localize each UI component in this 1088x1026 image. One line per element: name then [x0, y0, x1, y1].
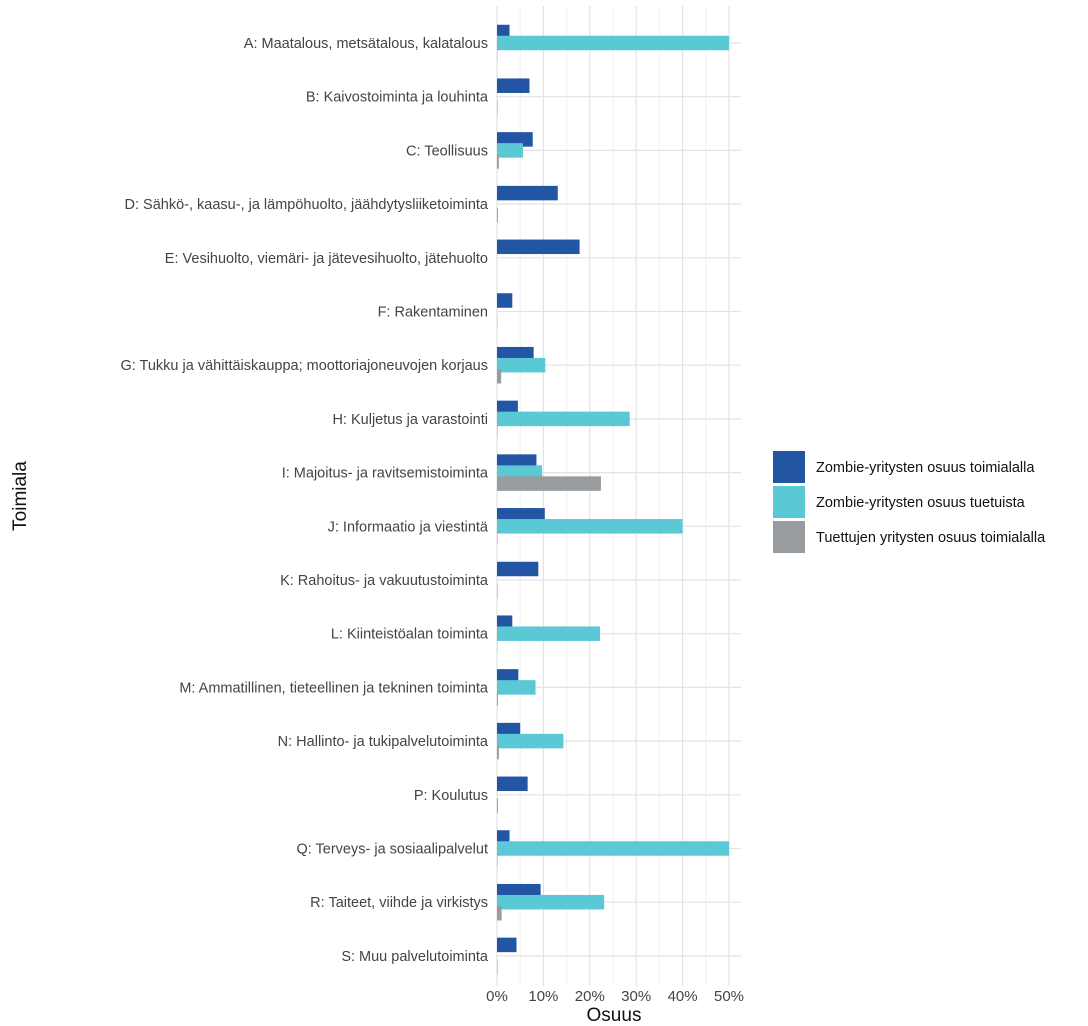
- bar-2: N: Hallinto- ja tukipalvelutoiminta — Zo…: [497, 733, 564, 749]
- x-tick-label: 50%: [714, 988, 744, 1005]
- category-label: R: Taiteet, viihde ja virkistys: [310, 895, 488, 911]
- bar-1: B: Kaivostoiminta ja louhinta — Zombie-y…: [497, 78, 530, 93]
- bar-1: N: Hallinto- ja tukipalvelutoiminta — Zo…: [497, 722, 521, 738]
- bar-2: J: Informaatio ja viestintä — Zombie-yri…: [497, 519, 683, 534]
- bar-1: C: Teollisuus — Zombie-yritysten osuus t…: [497, 132, 533, 147]
- bar-1: H: Kuljetus ja varastointi — Zombie-yrit…: [497, 400, 518, 416]
- bar-2: M: Ammatillinen, tieteellinen ja teknine…: [497, 680, 536, 695]
- category-label: D: Sähkö-, kaasu-, ja lämpöhuolto, jäähd…: [125, 197, 489, 213]
- category-label: L: Kiinteistöalan toiminta: [331, 627, 489, 643]
- bar-1: A: Maatalous, metsätalous, kalatalous — …: [497, 24, 510, 40]
- bar-2: A: Maatalous, metsätalous, kalatalous — …: [497, 35, 729, 51]
- category-label: Q: Terveys- ja sosiaalipalvelut: [296, 842, 488, 858]
- y-axis-title: Toimiala: [10, 461, 31, 531]
- x-tick-labels: 0% 10% 20% 30% 40% 50%: [486, 988, 744, 1005]
- category-label: G: Tukku ja vähittäiskauppa; moottoriajo…: [120, 358, 488, 374]
- bar-1: P: Koulutus — Zombie-yritysten osuus toi…: [497, 776, 528, 792]
- category-label: N: Hallinto- ja tukipalvelutoiminta: [278, 734, 489, 750]
- bar-2: I: Majoitus- ja ravitsemistoiminta — Zom…: [497, 465, 543, 480]
- legend-label: Zombie-yritysten osuus toimialalla: [816, 460, 1035, 476]
- x-tick-label: 40%: [668, 988, 698, 1005]
- category-label: H: Kuljetus ja varastointi: [332, 412, 488, 428]
- bar-1: K: Rahoitus- ja vakuutustoiminta — Zombi…: [497, 561, 539, 577]
- grid-layer: [496, 6, 741, 986]
- bar-2: L: Kiinteistöalan toiminta — Zombie-yrit…: [497, 626, 601, 641]
- bar-1: S: Muu palvelutoiminta — Zombie-yrityste…: [497, 937, 517, 953]
- bar-1: G: Tukku ja vähittäiskauppa; moottoriajo…: [497, 346, 534, 362]
- category-label: E: Vesihuolto, viemäri- ja jätevesihuolt…: [165, 251, 488, 267]
- x-tick-label: 10%: [528, 988, 558, 1005]
- legend-swatch: [773, 486, 805, 518]
- bar-1: D: Sähkö-, kaasu-, ja lämpöhuolto, jäähd…: [497, 185, 558, 201]
- bar-1: M: Ammatillinen, tieteellinen ja teknine…: [497, 669, 519, 684]
- bar-3: G: Tukku ja vähittäiskauppa; moottoriajo…: [497, 368, 502, 384]
- bar-1: E: Vesihuolto, viemäri- ja jätevesihuolt…: [497, 239, 580, 255]
- bar-1: I: Majoitus- ja ravitsemistoiminta — Zom…: [497, 454, 537, 469]
- x-axis-title: Osuus: [587, 1005, 642, 1026]
- x-tick-label: 0%: [486, 988, 508, 1005]
- bar-1: F: Rakentaminen — Zombie-yritysten osuus…: [497, 293, 513, 308]
- bar-3: R: Taiteet, viihde ja virkistys — Tuettu…: [497, 905, 502, 921]
- category-label: J: Informaatio ja viestintä: [328, 519, 489, 535]
- bars-layer: A: Maatalous, metsätalous, kalatalous — …: [497, 24, 729, 975]
- bar-3: D: Sähkö-, kaasu-, ja lämpöhuolto, jäähd…: [497, 207, 498, 223]
- legend-swatch: [773, 451, 805, 483]
- bar-3: C: Teollisuus — Tuettujen yritysten osuu…: [497, 154, 499, 169]
- category-label: B: Kaivostoiminta ja louhinta: [306, 90, 489, 106]
- bar-2: R: Taiteet, viihde ja virkistys — Zombie…: [497, 894, 605, 910]
- x-tick-label: 30%: [621, 988, 651, 1005]
- bar-3: M: Ammatillinen, tieteellinen ja teknine…: [497, 691, 498, 706]
- bar-1: J: Informaatio ja viestintä — Zombie-yri…: [497, 508, 545, 523]
- bar-3: N: Hallinto- ja tukipalvelutoiminta — Tu…: [497, 744, 499, 760]
- category-label: P: Koulutus: [414, 788, 488, 804]
- category-label: A: Maatalous, metsätalous, kalatalous: [244, 36, 488, 52]
- bar-1: Q: Terveys- ja sosiaalipalvelut — Zombie…: [497, 830, 510, 845]
- category-label: S: Muu palvelutoiminta: [341, 949, 489, 965]
- bar-2: C: Teollisuus — Zombie-yritysten osuus t…: [497, 143, 523, 158]
- bar-3: P: Koulutus — Tuettujen yritysten osuus …: [497, 798, 498, 814]
- legend-swatch: [773, 521, 805, 553]
- category-label: F: Rakentaminen: [378, 305, 488, 321]
- category-label: K: Rahoitus- ja vakuutustoiminta: [280, 573, 489, 589]
- bar-1: L: Kiinteistöalan toiminta — Zombie-yrit…: [497, 615, 513, 630]
- bar-1: R: Taiteet, viihde ja virkistys — Zombie…: [497, 883, 541, 899]
- bar-2: Q: Terveys- ja sosiaalipalvelut — Zombie…: [497, 841, 729, 856]
- legend-label: Zombie-yritysten osuus tuetuista: [816, 495, 1026, 511]
- category-labels: A: Maatalous, metsätalous, kalatalous B: …: [120, 36, 488, 965]
- x-tick-label: 20%: [575, 988, 605, 1005]
- bar-2: G: Tukku ja vähittäiskauppa; moottoriajo…: [497, 357, 546, 373]
- bar-3: I: Majoitus- ja ravitsemistoiminta — Tue…: [497, 476, 601, 491]
- category-label: C: Teollisuus: [406, 143, 488, 159]
- category-label: I: Majoitus- ja ravitsemistoiminta: [282, 466, 489, 482]
- legend: Zombie-yritysten osuus toimialalla Zombie…: [773, 451, 1046, 553]
- category-label: M: Ammatillinen, tieteellinen ja teknine…: [179, 680, 489, 696]
- legend-label: Tuettujen yritysten osuus toimialalla: [816, 530, 1046, 546]
- bar-2: H: Kuljetus ja varastointi — Zombie-yrit…: [497, 411, 630, 427]
